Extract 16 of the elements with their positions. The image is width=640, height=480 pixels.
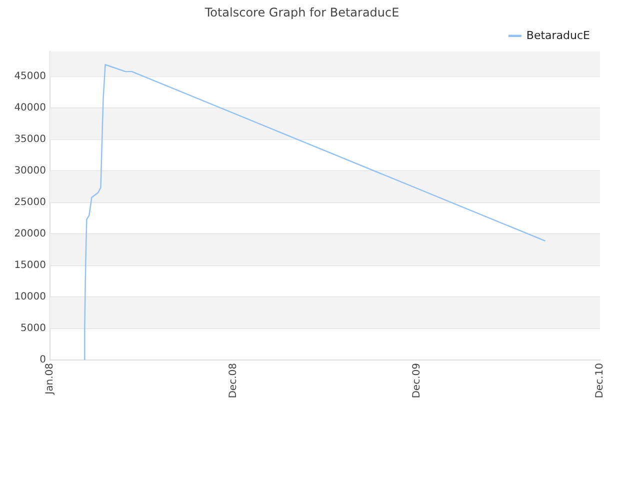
y-tick-label: 25000 <box>14 197 46 208</box>
x-tick-label: Dec.10 <box>594 363 606 398</box>
legend-label: BetaraducE <box>526 28 590 42</box>
y-tick-label: 30000 <box>14 166 46 177</box>
y-tick-label: 5000 <box>20 323 46 334</box>
y-tick-label: 15000 <box>14 260 46 272</box>
y-tick-label: 40000 <box>14 102 46 114</box>
chart-title: Totalscore Graph for BetaraducE <box>204 5 400 20</box>
y-tick-label: 35000 <box>14 134 46 146</box>
x-tick-label: Dec.08 <box>228 363 239 398</box>
x-tick-label: Dec.09 <box>411 363 422 398</box>
y-tick-label: 45000 <box>14 71 46 82</box>
y-tick-label: 10000 <box>14 292 46 303</box>
y-tick-label: 0 <box>40 354 46 366</box>
x-tick-label: Jan.08 <box>44 363 56 396</box>
y-tick-label: 20000 <box>14 228 46 240</box>
